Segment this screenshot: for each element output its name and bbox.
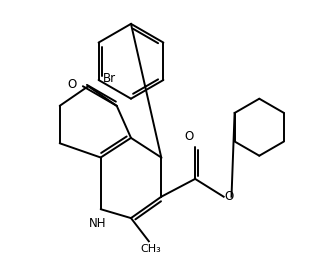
Text: NH: NH: [89, 217, 107, 230]
Text: O: O: [225, 190, 234, 203]
Text: O: O: [67, 78, 77, 91]
Text: Br: Br: [103, 72, 116, 85]
Text: CH₃: CH₃: [140, 244, 161, 254]
Text: O: O: [184, 130, 193, 143]
